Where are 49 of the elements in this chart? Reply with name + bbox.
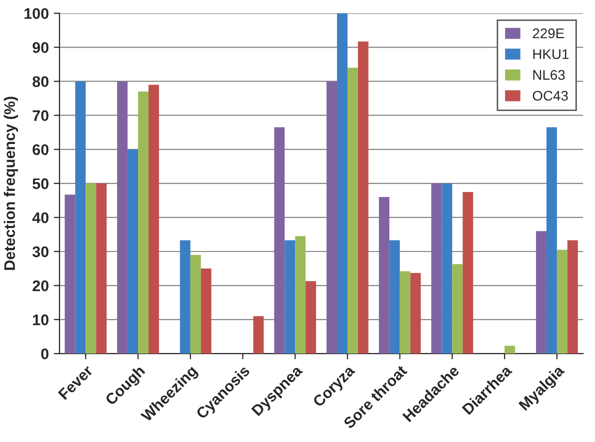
bar bbox=[148, 84, 159, 354]
y-tick-label: 90 bbox=[32, 42, 48, 53]
y-tick-label: 50 bbox=[32, 178, 48, 190]
bar bbox=[253, 316, 264, 354]
bar bbox=[567, 240, 578, 354]
bar bbox=[358, 42, 368, 354]
y-tick-label: 40 bbox=[32, 212, 48, 224]
bar bbox=[180, 240, 190, 354]
bar bbox=[96, 183, 107, 354]
bar bbox=[295, 236, 306, 354]
bar bbox=[274, 127, 285, 354]
bar bbox=[410, 272, 421, 354]
bar bbox=[200, 268, 212, 354]
y-tick-label: 80 bbox=[32, 76, 48, 88]
bar bbox=[337, 13, 348, 354]
y-tick-label: 30 bbox=[32, 246, 48, 258]
y-tick-label: 60 bbox=[32, 144, 48, 156]
bar bbox=[504, 346, 516, 354]
legend-label: HKU1 bbox=[533, 49, 569, 60]
legend-label: NL63 bbox=[533, 70, 565, 80]
bar bbox=[86, 183, 96, 354]
y-tick-label: 0 bbox=[41, 348, 48, 360]
bar bbox=[400, 271, 410, 354]
bar bbox=[546, 127, 557, 354]
bar bbox=[536, 231, 546, 354]
bar bbox=[306, 281, 316, 354]
bar bbox=[431, 183, 442, 354]
bar bbox=[138, 92, 149, 354]
y-tick-label: 70 bbox=[32, 110, 48, 122]
bar bbox=[462, 192, 474, 354]
y-tick-label: 100 bbox=[24, 8, 48, 19]
bar bbox=[190, 254, 201, 354]
bar bbox=[378, 197, 390, 354]
legend-label: OC43 bbox=[532, 90, 568, 101]
bar bbox=[556, 250, 568, 354]
bar bbox=[75, 81, 86, 354]
bar bbox=[117, 81, 128, 354]
y-tick-label: 20 bbox=[32, 280, 48, 292]
y-tick-label: 10 bbox=[33, 314, 48, 326]
bar bbox=[284, 240, 296, 354]
bar bbox=[326, 81, 338, 354]
bar bbox=[452, 264, 463, 354]
bar bbox=[64, 194, 76, 354]
bar bbox=[347, 68, 358, 354]
bar bbox=[389, 240, 400, 354]
y-axis-title: Detection frequency (%) bbox=[4, 96, 18, 270]
bar bbox=[128, 149, 138, 354]
bar bbox=[442, 183, 452, 354]
legend-label: 229E bbox=[532, 28, 564, 38]
